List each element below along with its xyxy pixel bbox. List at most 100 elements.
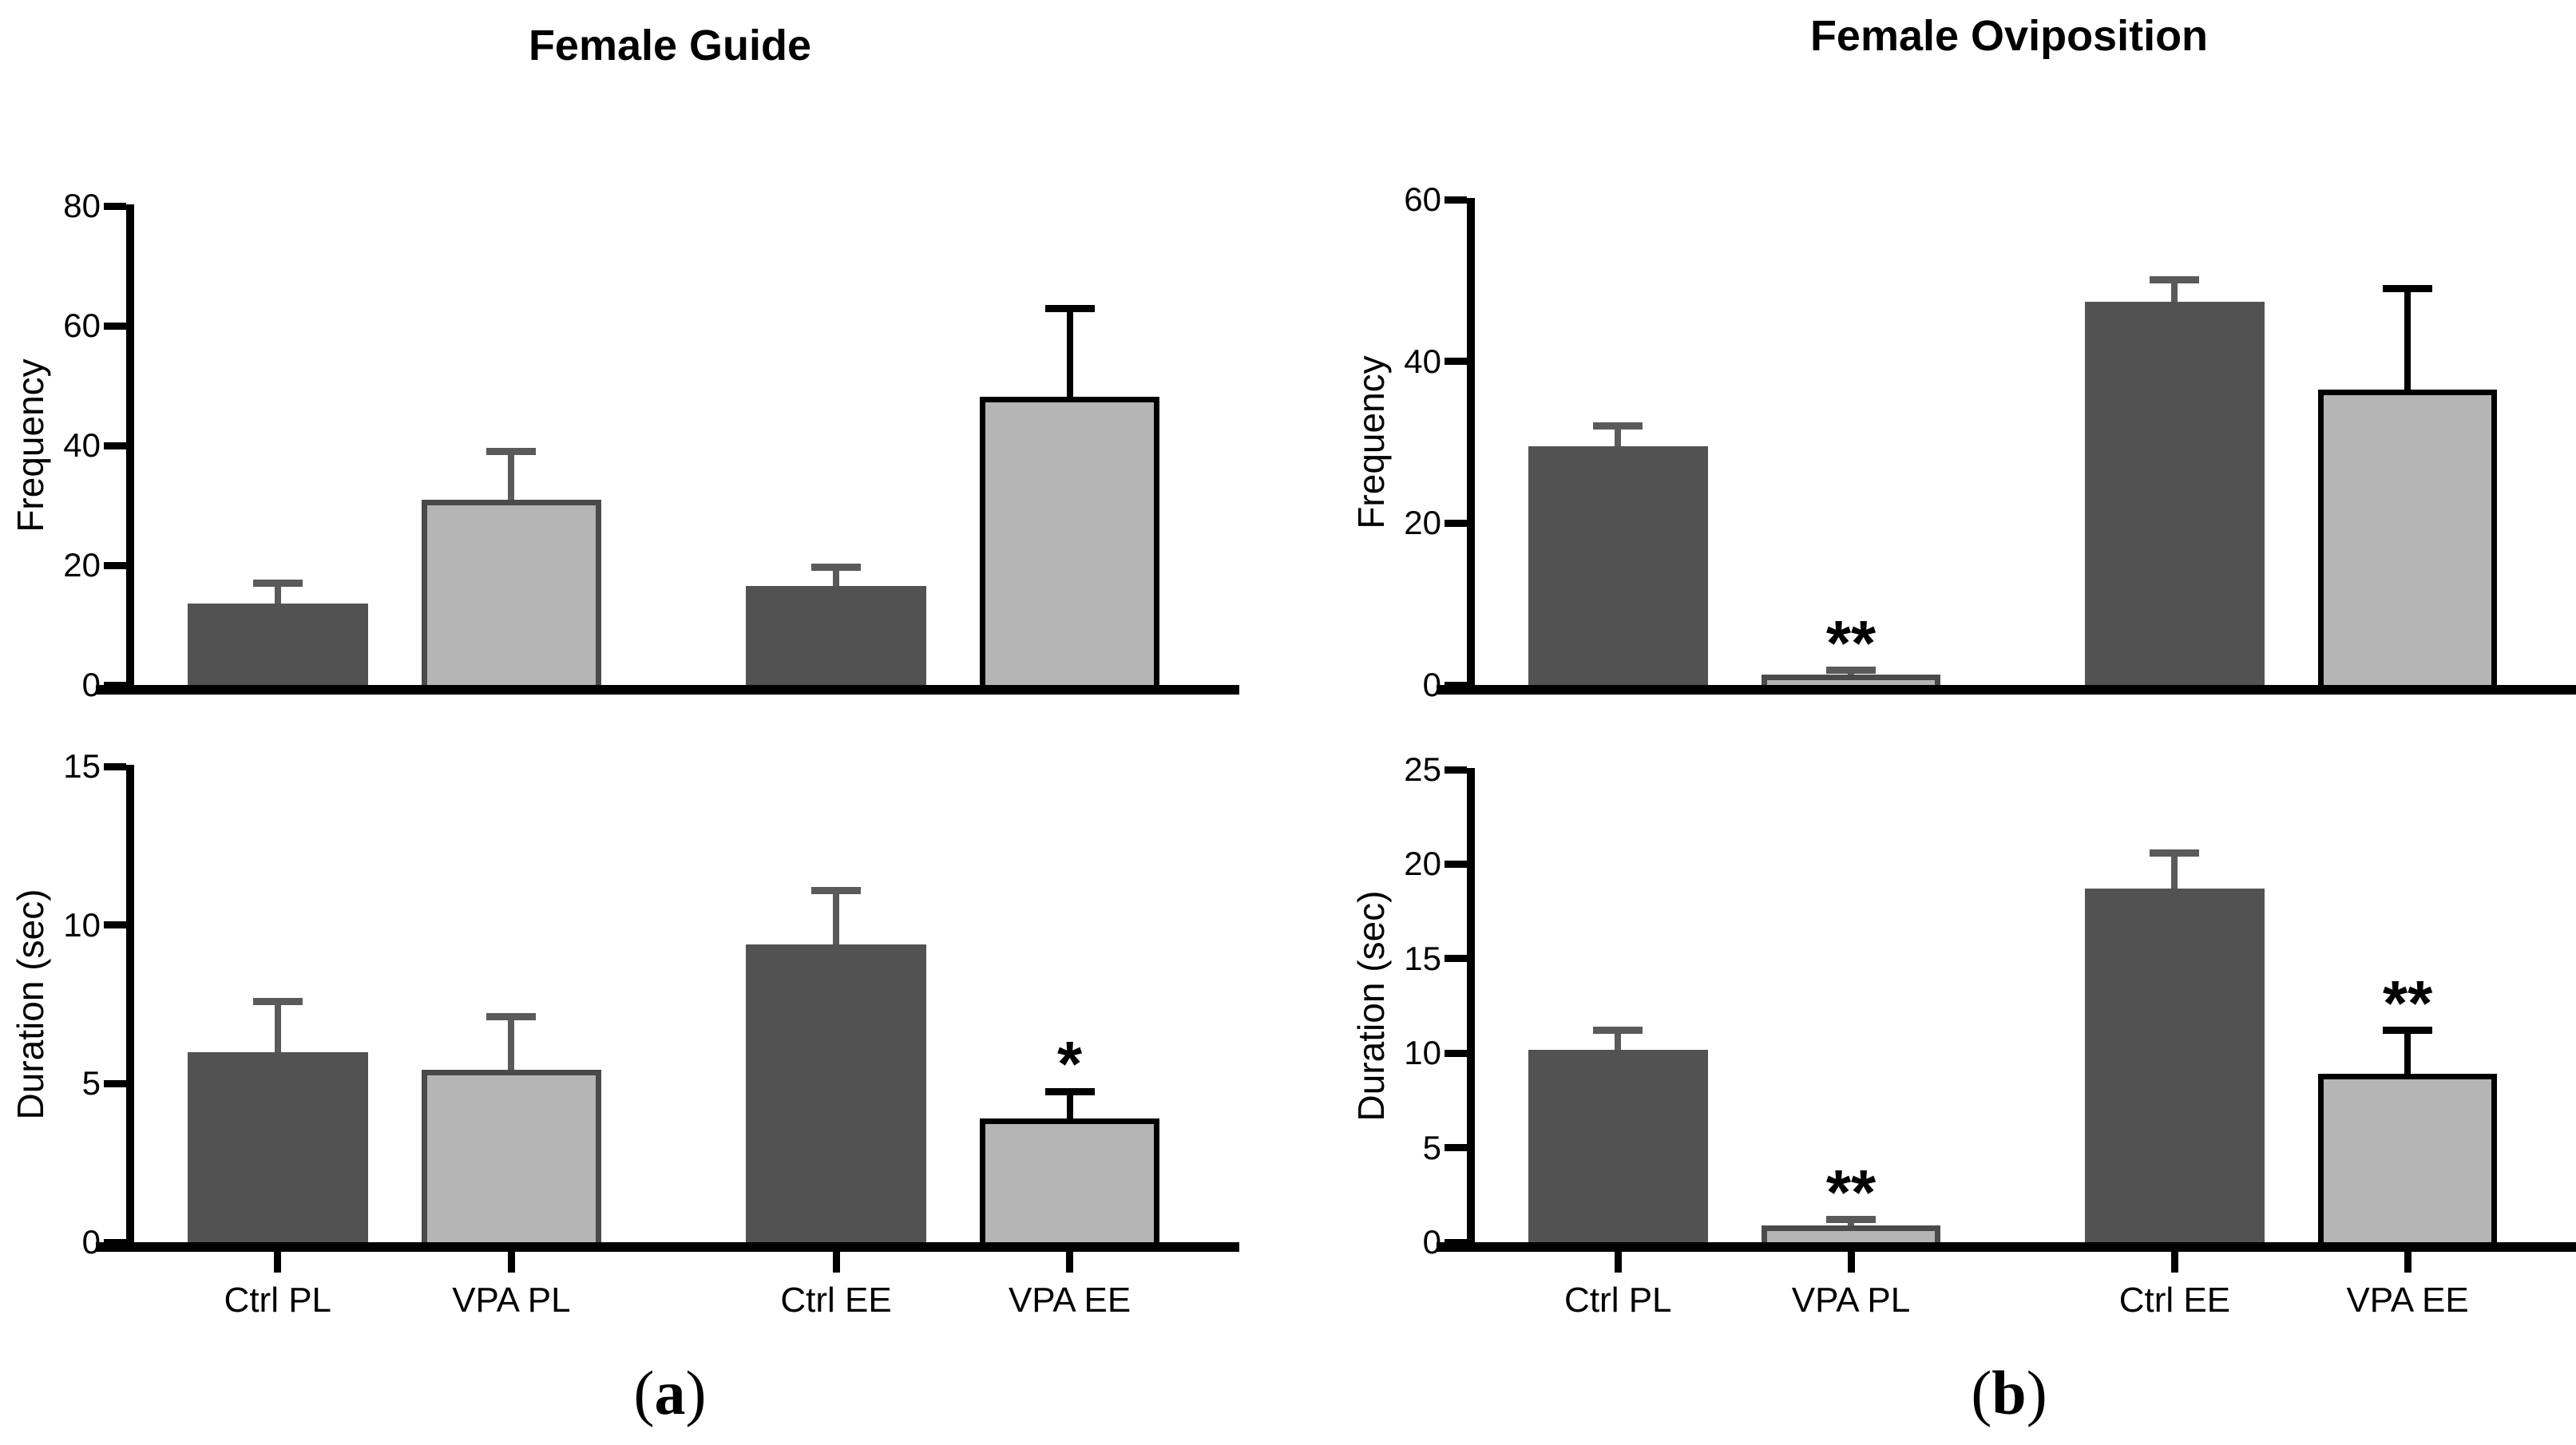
bar-ctrl-ee bbox=[746, 586, 926, 685]
error-bar-cap bbox=[1826, 1216, 1876, 1224]
chart-guide-duration: Duration (sec) 0 5 10 15 Ctrl PL VPA PL Ctrl EE… bbox=[10, 747, 1239, 1320]
y-tick bbox=[1445, 1238, 1467, 1246]
chart-oviposition-duration: Duration (sec) 0 5 10 15 20 25 Ctrl PL ** VPA PL C… bbox=[1350, 750, 2576, 1320]
significance-marker: ** bbox=[1825, 607, 1877, 679]
error-bar-cap bbox=[1044, 1087, 1095, 1095]
error-bar-cap bbox=[1593, 422, 1643, 430]
error-bar-cap bbox=[811, 886, 861, 894]
y-tick-label: 0 bbox=[81, 1223, 101, 1261]
x-axis bbox=[1437, 685, 2576, 695]
y-tick bbox=[104, 561, 126, 569]
x-tick-label-vpa-ee: VPA EE bbox=[1008, 1281, 1131, 1320]
error-bar-line bbox=[2404, 1030, 2412, 1075]
y-tick bbox=[104, 921, 126, 929]
caption-letter: a bbox=[654, 1358, 686, 1427]
x-tick-label-ctrl-pl: Ctrl PL bbox=[1564, 1281, 1672, 1320]
error-bar-line bbox=[2171, 853, 2178, 889]
bar-ctrl-pl bbox=[188, 604, 368, 685]
bar-vpa-ee bbox=[979, 396, 1160, 685]
y-axis bbox=[126, 765, 134, 1242]
y-tick-label: 15 bbox=[63, 747, 101, 785]
bar-vpa-pl bbox=[421, 1069, 602, 1242]
x-tick bbox=[1066, 1252, 1074, 1273]
y-tick-label: 10 bbox=[1404, 1034, 1441, 1072]
error-bar-cap bbox=[2383, 1027, 2433, 1035]
y-tick-label: 5 bbox=[1422, 1128, 1441, 1166]
x-axis bbox=[1437, 1242, 2576, 1252]
y-tick-label: 40 bbox=[1404, 342, 1441, 380]
x-tick-label-vpa-ee: VPA EE bbox=[2346, 1281, 2469, 1320]
y-axis bbox=[1467, 768, 1475, 1242]
y-tick-label: 60 bbox=[63, 307, 101, 344]
y-axis bbox=[126, 204, 134, 685]
bar-vpa-pl bbox=[421, 499, 602, 685]
error-bar-cap bbox=[486, 1013, 537, 1021]
y-tick bbox=[104, 1238, 126, 1246]
x-axis bbox=[96, 685, 1239, 695]
y-tick bbox=[1445, 681, 1467, 689]
caption-open-paren: ( bbox=[633, 1358, 655, 1427]
error-bar-line bbox=[1615, 426, 1622, 447]
bar-ctrl-pl bbox=[1528, 446, 1708, 685]
y-tick-label: 15 bbox=[1404, 939, 1441, 977]
error-bar-cap bbox=[811, 563, 861, 571]
error-bar-line bbox=[1066, 1091, 1073, 1118]
y-tick bbox=[104, 681, 126, 689]
error-bar-line bbox=[508, 1016, 515, 1070]
bar-vpa-ee bbox=[979, 1118, 1160, 1242]
x-tick-label-ctrl-pl: Ctrl PL bbox=[224, 1281, 332, 1320]
error-bar-line bbox=[1066, 308, 1073, 397]
panel-b-title: Female Oviposition bbox=[1809, 12, 2209, 60]
bar-vpa-pl bbox=[1761, 674, 1941, 685]
bar-ctrl-ee bbox=[2085, 301, 2265, 685]
x-tick bbox=[2170, 1252, 2178, 1273]
caption-letter: b bbox=[1991, 1358, 2027, 1427]
bar-vpa-ee bbox=[2317, 390, 2498, 685]
error-bar-line bbox=[833, 890, 839, 944]
y-tick bbox=[104, 322, 126, 330]
significance-marker: ** bbox=[1825, 1156, 1877, 1228]
chart-oviposition-frequency: Frequency 0 20 40 60 ** bbox=[1350, 180, 2576, 703]
y-tick bbox=[1445, 860, 1467, 868]
y-axis bbox=[1467, 198, 1475, 685]
bar-vpa-ee bbox=[2317, 1074, 2498, 1242]
error-bar-cap bbox=[1826, 667, 1876, 675]
error-bar-cap bbox=[486, 448, 537, 455]
x-tick-label-vpa-pl: VPA PL bbox=[1791, 1281, 1911, 1320]
y-tick-label: 25 bbox=[1404, 750, 1441, 788]
bar-ctrl-ee bbox=[746, 944, 926, 1242]
x-tick-label-ctrl-ee: Ctrl EE bbox=[2118, 1281, 2231, 1320]
y-tick bbox=[1445, 196, 1467, 204]
y-tick-label: 10 bbox=[63, 905, 101, 944]
y-tick-label: 40 bbox=[63, 426, 101, 464]
significance-marker: ** bbox=[2382, 967, 2433, 1039]
panel-a-title: Female Guide bbox=[528, 22, 812, 69]
y-tick bbox=[1445, 519, 1467, 527]
error-bar-cap bbox=[252, 997, 303, 1005]
x-tick bbox=[274, 1252, 282, 1273]
y-tick-label: 5 bbox=[81, 1064, 101, 1103]
error-bar-line bbox=[1615, 1030, 1622, 1050]
caption-close-paren: ) bbox=[2026, 1358, 2047, 1427]
error-bar-cap bbox=[2383, 285, 2433, 292]
error-bar-line bbox=[833, 567, 839, 587]
x-tick bbox=[832, 1252, 840, 1273]
y-tick-label: 80 bbox=[63, 187, 101, 224]
panel-b-caption: (b) bbox=[1475, 1357, 2543, 1429]
panel-a-caption: (a) bbox=[134, 1357, 1206, 1429]
x-tick-label-ctrl-ee: Ctrl EE bbox=[780, 1281, 892, 1320]
bar-ctrl-pl bbox=[1528, 1049, 1708, 1242]
error-bar-cap bbox=[2150, 849, 2200, 857]
error-bar-line bbox=[508, 451, 515, 500]
y-tick bbox=[1445, 766, 1467, 774]
error-bar-line bbox=[274, 583, 281, 604]
error-bar-cap bbox=[2150, 275, 2200, 283]
bar-vpa-pl bbox=[1761, 1225, 1941, 1242]
caption-close-paren: ) bbox=[685, 1358, 707, 1427]
error-bar-cap bbox=[252, 580, 303, 587]
x-tick bbox=[507, 1252, 515, 1273]
y-tick-label: 0 bbox=[1422, 1223, 1441, 1261]
error-bar-line bbox=[2171, 279, 2178, 302]
significance-marker: * bbox=[1057, 1028, 1083, 1100]
x-tick bbox=[1614, 1252, 1622, 1273]
